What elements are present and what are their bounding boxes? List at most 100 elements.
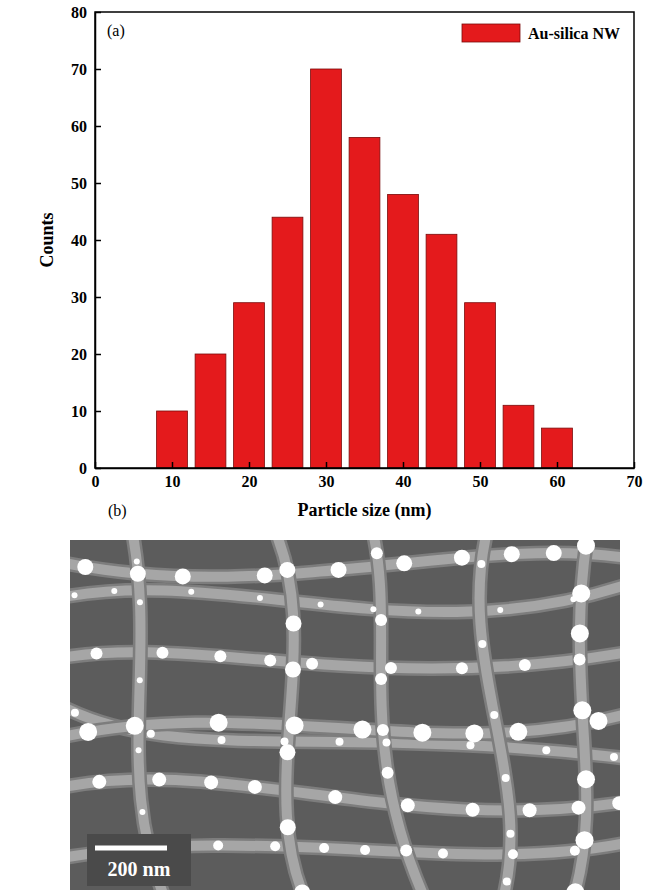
gold-particle	[264, 654, 276, 666]
gold-particle	[401, 798, 415, 812]
gold-particle	[139, 809, 145, 815]
gold-particle	[577, 540, 595, 555]
gold-particle	[590, 712, 608, 730]
x-tick-label: 60	[550, 473, 566, 490]
x-tick-mark	[249, 462, 251, 468]
gold-particle	[319, 843, 329, 853]
bar	[426, 234, 457, 468]
gold-particle	[79, 723, 97, 741]
gold-particle	[318, 601, 324, 607]
gold-particle	[371, 547, 383, 559]
gold-particle	[331, 562, 347, 578]
x-tick-mark	[172, 462, 174, 468]
x-tick: 50	[473, 462, 489, 490]
gold-particle	[415, 609, 421, 615]
y-tick-mark	[95, 126, 101, 128]
x-tick-label: 10	[165, 473, 181, 490]
y-tick: 20	[71, 346, 101, 363]
gold-particle	[570, 846, 580, 856]
bar	[465, 303, 496, 468]
gold-particle	[126, 717, 144, 735]
y-axis: 01020304050607080	[71, 4, 101, 477]
gold-particle	[281, 737, 289, 745]
gold-particle	[370, 606, 376, 612]
gold-particle	[77, 559, 93, 575]
nanowire-edge	[479, 540, 510, 890]
y-tick-label: 70	[71, 61, 87, 78]
gold-particle	[385, 662, 397, 674]
gold-particle	[328, 790, 342, 804]
y-tick: 50	[71, 175, 101, 192]
y-tick-label: 50	[71, 175, 87, 192]
panel-label: (b)	[108, 502, 127, 520]
bar	[195, 354, 226, 468]
y-tick: 60	[71, 118, 101, 135]
gold-particle	[577, 770, 595, 788]
gold-particle	[571, 624, 589, 642]
y-axis-title: Counts	[37, 212, 57, 267]
gold-particle	[375, 614, 387, 626]
x-tick: 60	[550, 462, 566, 490]
gold-particle	[382, 767, 394, 779]
gold-particle	[572, 584, 590, 602]
gold-particle	[294, 884, 310, 890]
gold-particle	[456, 662, 468, 674]
legend-swatch	[462, 24, 520, 42]
gold-particle	[413, 724, 431, 742]
nanowire-edge	[270, 540, 310, 890]
gold-particle	[360, 845, 370, 855]
gold-particle	[523, 803, 537, 817]
bar	[157, 411, 188, 468]
x-tick-label: 20	[242, 473, 258, 490]
nanowire	[70, 580, 620, 612]
gold-particle	[519, 659, 531, 671]
y-tick-mark	[95, 69, 101, 71]
gold-particle	[377, 724, 389, 736]
gold-particle	[508, 849, 518, 859]
gold-particle	[91, 648, 103, 660]
x-tick-mark	[403, 462, 405, 468]
bar	[349, 137, 380, 468]
scale-bar-line	[95, 846, 167, 851]
x-axis-title: Particle size (nm)	[298, 500, 432, 521]
gold-particle	[573, 701, 591, 719]
bars	[157, 69, 573, 468]
bar	[234, 303, 265, 468]
gold-particle	[137, 677, 143, 683]
y-tick-label: 80	[71, 4, 87, 21]
nanowire-edge	[70, 580, 620, 612]
figure: 01020304050607001020304050607080Particle…	[0, 0, 650, 896]
y-tick-label: 10	[71, 403, 87, 420]
y-tick-mark	[95, 354, 101, 356]
gold-particle	[477, 560, 485, 568]
gold-particle	[506, 830, 514, 838]
x-tick-label: 0	[92, 473, 100, 490]
gold-particle	[279, 562, 295, 578]
gold-particle	[546, 545, 562, 561]
bar	[388, 194, 419, 468]
bar	[542, 428, 573, 468]
gold-particle	[490, 711, 498, 719]
gold-particle	[576, 831, 594, 849]
y-tick-mark	[95, 183, 101, 185]
gold-particle	[502, 774, 510, 782]
bar	[272, 217, 303, 468]
x-tick-label: 40	[396, 473, 412, 490]
gold-particle	[566, 883, 584, 890]
y-tick: 70	[71, 61, 101, 78]
gold-particle	[280, 819, 296, 835]
nanowire	[370, 540, 430, 890]
nanowire-edge	[370, 540, 430, 890]
gold-particle	[375, 673, 387, 685]
y-tick: 80	[71, 4, 101, 21]
gold-particle	[92, 775, 106, 789]
y-tick-label: 20	[71, 346, 87, 363]
legend-item: Au-silica NW	[462, 24, 620, 42]
y-tick-label: 60	[71, 118, 87, 135]
gold-particle	[204, 775, 218, 789]
nanowire-edge	[70, 710, 620, 740]
nanowire	[70, 710, 620, 740]
gold-particle	[188, 589, 194, 595]
gold-particle	[286, 716, 304, 734]
scale-bar-label: 200 nm	[108, 858, 171, 880]
